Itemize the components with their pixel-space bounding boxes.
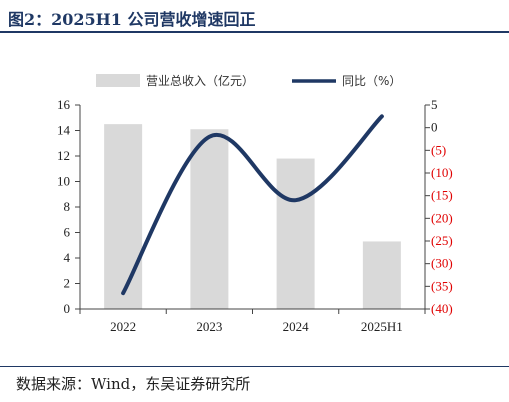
x-axis-ticks: 2022 2023 2024 2025H1 bbox=[79, 309, 426, 334]
right-axis-ticks: 5 0 (5) (10) (15) (20) (25) (30) (35) (40) bbox=[425, 97, 453, 316]
left-tick-label: 2 bbox=[64, 276, 71, 291]
right-tick-label: (5) bbox=[431, 142, 446, 157]
left-tick-label: 8 bbox=[64, 199, 71, 214]
x-tick-label: 2025H1 bbox=[361, 319, 403, 334]
left-tick-label: 0 bbox=[64, 301, 71, 316]
figure-title: 图2：2025H1 公司营收增速回正 bbox=[8, 10, 256, 29]
x-tick-label: 2024 bbox=[283, 319, 310, 334]
left-tick-label: 4 bbox=[64, 250, 71, 265]
bar-2022 bbox=[104, 124, 143, 309]
legend-bar-label: 营业总收入（亿元） bbox=[146, 73, 254, 88]
data-source-note: 数据来源：Wind，东吴证券研究所 bbox=[16, 375, 251, 393]
bar-2024 bbox=[276, 158, 315, 309]
legend-bar-swatch bbox=[96, 74, 140, 87]
left-axis-ticks: 0 2 4 6 8 10 12 14 16 bbox=[57, 97, 80, 316]
left-tick-label: 14 bbox=[57, 123, 71, 138]
left-tick-label: 10 bbox=[57, 174, 70, 189]
bar-2023 bbox=[190, 129, 229, 309]
yoy-line bbox=[121, 114, 384, 296]
right-tick-label: (10) bbox=[431, 165, 453, 180]
right-tick-label: (25) bbox=[431, 233, 453, 248]
x-tick-label: 2022 bbox=[110, 319, 136, 334]
x-tick-label: 2023 bbox=[196, 319, 222, 334]
footer-divider bbox=[0, 366, 509, 367]
right-tick-label: 0 bbox=[431, 120, 438, 135]
right-tick-label: 5 bbox=[431, 97, 438, 112]
bar-series bbox=[104, 124, 401, 309]
left-tick-label: 16 bbox=[57, 97, 71, 112]
title-divider bbox=[0, 31, 509, 33]
legend-line-label: 同比（%） bbox=[342, 74, 401, 88]
right-tick-label: (20) bbox=[431, 210, 453, 225]
right-tick-label: (40) bbox=[431, 301, 453, 316]
left-tick-label: 12 bbox=[57, 148, 70, 163]
right-tick-label: (15) bbox=[431, 188, 453, 203]
right-tick-label: (30) bbox=[431, 256, 453, 271]
legend: 营业总收入（亿元） 同比（%） bbox=[96, 73, 401, 88]
left-tick-label: 6 bbox=[64, 225, 71, 240]
right-tick-label: (35) bbox=[431, 278, 453, 293]
bar-2025h1 bbox=[362, 241, 401, 309]
